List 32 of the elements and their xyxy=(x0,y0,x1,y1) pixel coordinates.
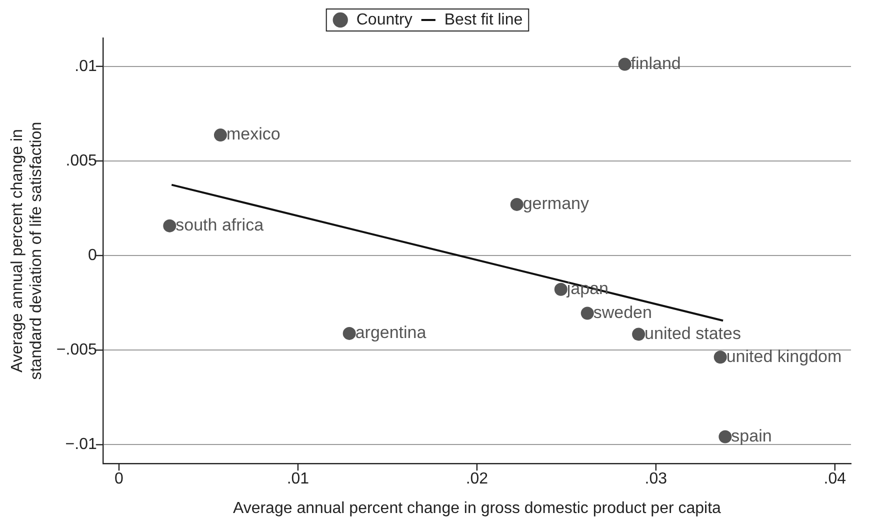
point xyxy=(554,282,568,296)
x-tick-label: 0 xyxy=(114,470,124,488)
point xyxy=(214,128,227,142)
point xyxy=(632,328,646,341)
annotation: sweden xyxy=(593,302,652,322)
annotation: argentina xyxy=(355,323,427,342)
y-axis-title: Average annual percent change in standard deviation of life satisfaction xyxy=(9,122,46,380)
legend-label: Country xyxy=(356,11,412,28)
point xyxy=(163,219,176,232)
y-tick-label: 0 xyxy=(88,246,97,264)
x-tick-label: .03 xyxy=(644,470,668,488)
x-tick-label: .01 xyxy=(286,470,310,488)
annotation: united states xyxy=(644,324,741,343)
y-tick-label: −.01 xyxy=(65,436,97,454)
y-tick-label: −.005 xyxy=(56,342,97,359)
point xyxy=(580,306,594,320)
annotation: united kingdom xyxy=(726,346,842,366)
point xyxy=(718,430,732,444)
x-tick-label: .04 xyxy=(824,470,846,488)
annotation: germany xyxy=(522,194,590,214)
y-tick-label: .01 xyxy=(74,58,97,75)
annotation: south africa xyxy=(176,216,264,235)
point xyxy=(714,350,727,364)
annotation: mexico xyxy=(226,124,280,144)
x-tick-label: .02 xyxy=(466,470,488,488)
point xyxy=(510,198,524,211)
x-axis-title: Average annual percent change in gross domestic product per capita xyxy=(232,500,722,517)
y-tick-label: .005 xyxy=(66,152,97,170)
legend-label: Best fit line xyxy=(444,11,523,28)
point xyxy=(618,58,632,71)
annotation: spain xyxy=(731,426,772,446)
point xyxy=(342,326,356,340)
